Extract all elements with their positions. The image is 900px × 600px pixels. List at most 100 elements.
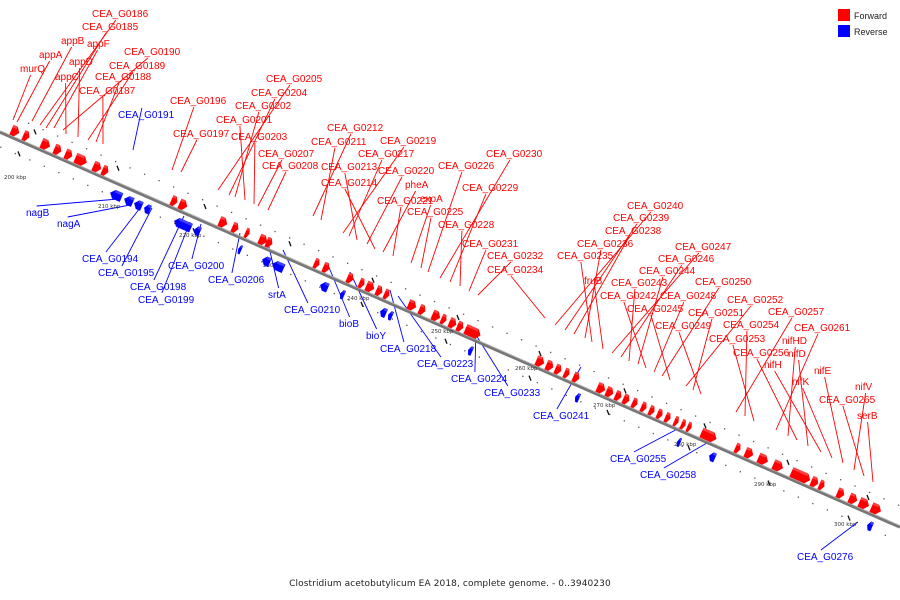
tick-label: 280 kbp [674, 442, 697, 448]
dot-above [143, 173, 146, 175]
forward-gene-47 [733, 442, 741, 454]
forward-gene-2 [39, 138, 51, 150]
forward-swatch [838, 9, 850, 21]
dot-above [361, 269, 363, 271]
dot-below [826, 509, 828, 511]
dot-below [72, 178, 74, 180]
reverse-label-cea_g0191: CEA_G0191 [118, 110, 175, 121]
reverse-connector [132, 107, 143, 151]
tick-mark [687, 445, 691, 451]
tick-mark-upper [203, 203, 207, 210]
forward-label-cea_g0229: CEA_G0229 [462, 183, 519, 194]
dot-above [883, 498, 885, 500]
reverse-label-naga: nagA [57, 219, 81, 230]
reverse-gene-3 [134, 200, 144, 211]
forward-gene-1 [21, 130, 30, 142]
forward-gene-42 [663, 411, 671, 423]
tick-label: 200 kbp [4, 175, 27, 181]
reverse-label-cea_g0210: CEA_G0210 [284, 305, 341, 316]
dot-above [390, 281, 392, 284]
dot-above [897, 504, 900, 506]
reverse-gene-18 [867, 521, 875, 532]
forward-connector [427, 171, 463, 273]
reverse-gene-5 [174, 218, 193, 233]
forward-label-cea_g0204: CEA_G0204 [251, 88, 308, 99]
dot-below [406, 324, 408, 327]
dot-below [725, 464, 727, 467]
reverse-gene-14 [468, 346, 475, 356]
forward-connector [564, 223, 638, 331]
forward-gene-28 [463, 324, 481, 339]
forward-connector [253, 142, 256, 205]
forward-gene-46 [699, 427, 717, 443]
forward-label-cea_g0203: CEA_G0203 [231, 132, 288, 143]
forward-label-nifh: nifH [764, 360, 782, 371]
forward-gene-48 [743, 447, 754, 459]
forward-gene-40 [647, 404, 655, 416]
forward-label-cea_g0265: CEA_G0265 [819, 395, 876, 406]
dot-below [319, 286, 321, 288]
forward-label-cea_g0188: CEA_G0188 [95, 72, 152, 83]
dot-below [0, 146, 2, 148]
dot-below [580, 401, 582, 403]
dot-below [667, 439, 669, 441]
dot-above [477, 319, 479, 322]
forward-gene-24 [430, 309, 441, 322]
forward-connector [410, 204, 432, 264]
dot-above [607, 377, 610, 379]
tick-mark [606, 409, 610, 416]
dot-above [332, 256, 334, 258]
forward-connector [802, 387, 833, 459]
dot-below [377, 311, 379, 314]
dot-above [346, 262, 349, 264]
reverse-label-cea_g0233: CEA_G0233 [484, 388, 541, 399]
forward-label-nifk: nifK [792, 377, 810, 388]
dot-above [100, 154, 102, 156]
forward-label-exoa: exoA [420, 194, 443, 205]
reverse-connector [231, 232, 241, 274]
dot-above [13, 116, 15, 118]
dot-below [174, 222, 176, 225]
dot-above [680, 409, 682, 411]
forward-label-cea_g0185: CEA_G0185 [82, 22, 139, 33]
dot-below [420, 331, 422, 333]
forward-gene-43 [672, 415, 679, 427]
forward-label-cea_g0234: CEA_G0234 [487, 265, 544, 276]
reverse-gene-11 [340, 290, 347, 300]
dot-above [114, 160, 117, 163]
forward-connector [459, 230, 463, 287]
reverse-label-nagb: nagB [26, 208, 50, 219]
dot-above [825, 472, 827, 474]
reverse-connector [327, 264, 351, 318]
dot-above [549, 351, 552, 354]
forward-connector [53, 49, 99, 129]
tick-label: 210 kbp [98, 204, 121, 210]
reverse-label-cea_g0195: CEA_G0195 [98, 268, 155, 279]
dot-below [754, 477, 756, 479]
forward-label-cea_g0221: CEA_G0221 [377, 196, 434, 207]
forward-connector [685, 305, 752, 387]
reverse-label-biob: bioB [339, 319, 359, 330]
dot-below [652, 432, 654, 435]
dot-above [187, 192, 189, 194]
forward-gene-27 [455, 320, 464, 332]
forward-connector [620, 264, 683, 358]
legend: Forward Reverse [838, 9, 888, 37]
forward-gene-18 [357, 277, 365, 289]
forward-label-frub: fruB [584, 276, 603, 287]
forward-label-cea_g0208: CEA_G0208 [262, 161, 319, 172]
reverse-gene-10 [320, 282, 330, 293]
forward-connector [756, 358, 798, 441]
forward-label-cea_g0238: CEA_G0238 [605, 226, 662, 237]
reverse-label-cea_g0223: CEA_G0223 [417, 359, 474, 370]
dot-above [85, 148, 88, 150]
forward-label-cea_g0225: CEA_G0225 [407, 207, 464, 218]
forward-label-appc: appC [55, 72, 79, 83]
forward-label-cea_g0186: CEA_G0186 [92, 9, 149, 20]
dot-below [681, 445, 683, 447]
forward-label-cea_g0244: CEA_G0244 [639, 266, 696, 277]
forward-connector [312, 133, 352, 217]
tick-mark-upper [866, 494, 870, 501]
forward-label-cea_g0252: CEA_G0252 [727, 295, 784, 306]
forward-connector [653, 301, 685, 373]
